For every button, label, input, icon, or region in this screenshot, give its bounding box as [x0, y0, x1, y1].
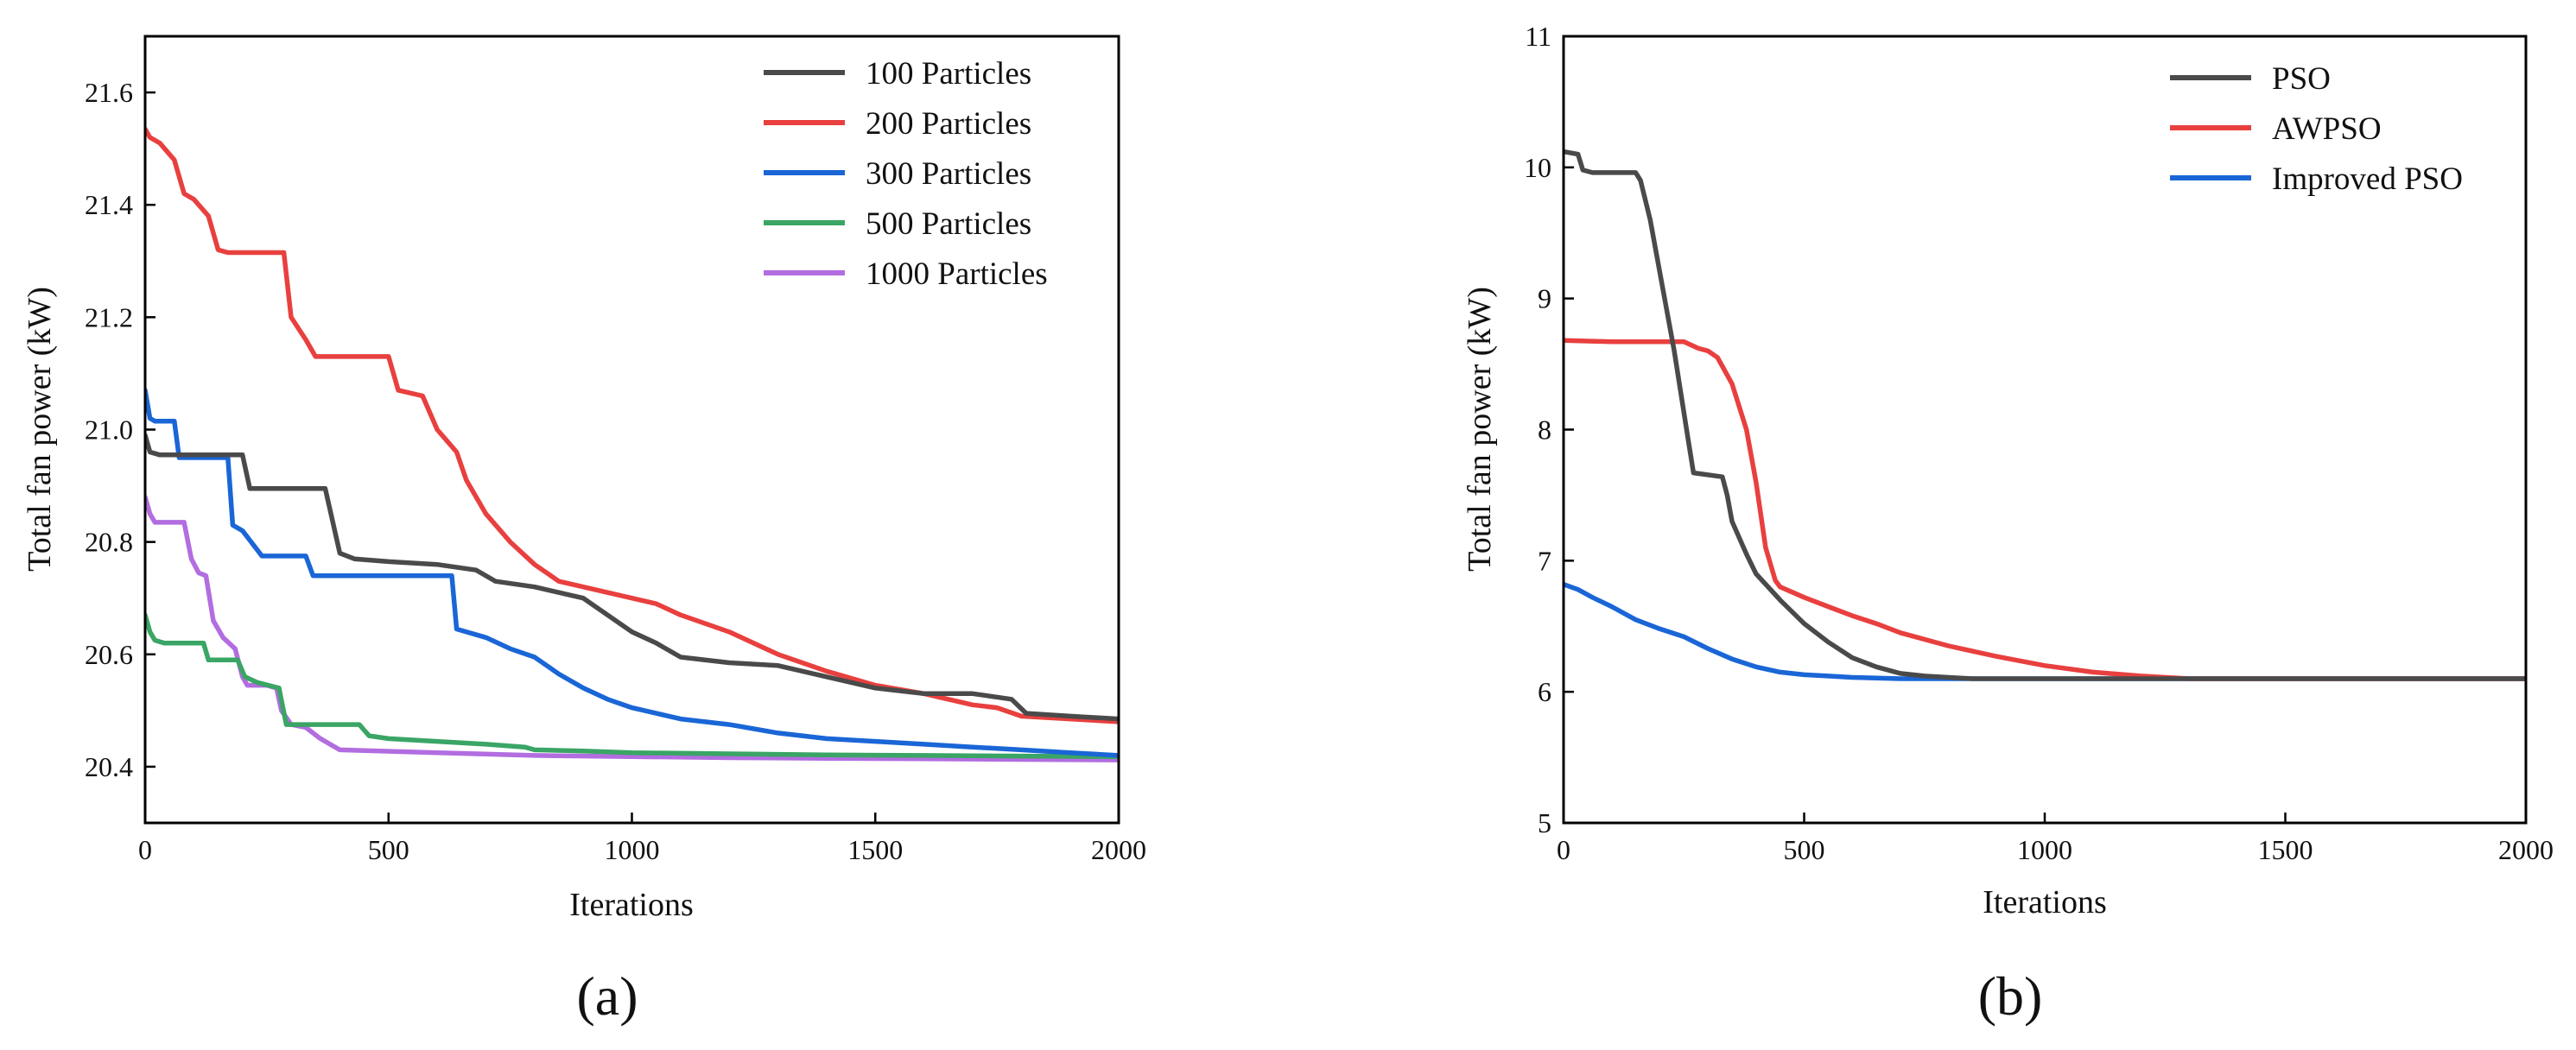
y-axis-title-b: Total fan power (kW): [1462, 287, 1498, 572]
series-group-a: [145, 126, 1119, 762]
plot-frame-a: [143, 35, 1120, 825]
x-tick-label-a-0: 0: [138, 834, 152, 865]
y-tick-label-b-6: 11: [1525, 21, 1551, 52]
y-axis-title-a: Total fan power (kW): [22, 287, 58, 572]
x-tick-label-a-4: 2000: [1091, 834, 1146, 865]
x-tick-label-b-0: 0: [1557, 834, 1570, 865]
y-tick-label-b-1: 6: [1538, 676, 1551, 707]
y-tick-label-a-0: 20.4: [85, 751, 133, 782]
x-tick-label-b-1: 500: [1784, 834, 1825, 865]
chart-panel-a: Iterations Total fan power (kW) (a) 0 500…: [22, 35, 1146, 1027]
y-tick-label-a-2: 20.8: [85, 527, 133, 558]
x-tick-label-b-2: 1000: [2017, 834, 2072, 865]
legend-label-a-4: 1000 Particles: [866, 256, 1048, 292]
legend-label-a-0: 100 Particles: [866, 56, 1031, 92]
y-tick-label-a-3: 21.0: [85, 414, 133, 446]
legend-label-a-1: 200 Particles: [866, 106, 1031, 142]
series-line-a-1: [145, 126, 1119, 724]
series-line-a-0: [145, 433, 1119, 722]
y-tick-label-b-4: 9: [1538, 283, 1551, 314]
y-tick-label-b-3: 8: [1538, 414, 1551, 446]
y-tick-label-a-6: 21.6: [85, 77, 133, 108]
x-tick-label-b-3: 1500: [2258, 834, 2313, 865]
y-tick-label-b-0: 5: [1538, 807, 1551, 838]
y-tick-label-b-2: 7: [1538, 545, 1551, 576]
panel-label-a: (a): [576, 965, 638, 1027]
x-tick-label-b-4: 2000: [2498, 834, 2554, 865]
legend-label-a-2: 300 Particles: [866, 156, 1031, 192]
series-line-a-3: [145, 612, 1119, 759]
series-line-b-1: [1564, 338, 2526, 681]
y-tick-label-a-1: 20.6: [85, 639, 133, 670]
plot-frame-b: [1562, 35, 2528, 825]
x-axis-title-a: Iterations: [569, 887, 694, 923]
y-tick-label-b-5: 10: [1524, 152, 1551, 183]
legend-label-b-0: PSO: [2272, 61, 2331, 97]
legend-label-b-2: Improved PSO: [2272, 161, 2463, 197]
legend-label-b-1: AWPSO: [2272, 111, 2382, 147]
x-tick-label-a-3: 1500: [847, 834, 903, 865]
series-line-b-0: [1564, 149, 2526, 681]
legend-label-a-3: 500 Particles: [866, 206, 1031, 242]
panel-label-b: (b): [1978, 965, 2043, 1027]
x-tick-label-a-1: 500: [368, 834, 409, 865]
y-tick-label-a-4: 21.2: [85, 301, 133, 332]
series-group-b: [1564, 149, 2526, 681]
chart-panel-b: Iterations Total fan power (kW) (b) 0 500…: [1462, 21, 2554, 1027]
x-tick-label-a-2: 1000: [605, 834, 660, 865]
x-axis-title-b: Iterations: [1983, 884, 2107, 920]
y-tick-label-a-5: 21.4: [85, 189, 133, 220]
series-line-a-2: [145, 388, 1119, 758]
